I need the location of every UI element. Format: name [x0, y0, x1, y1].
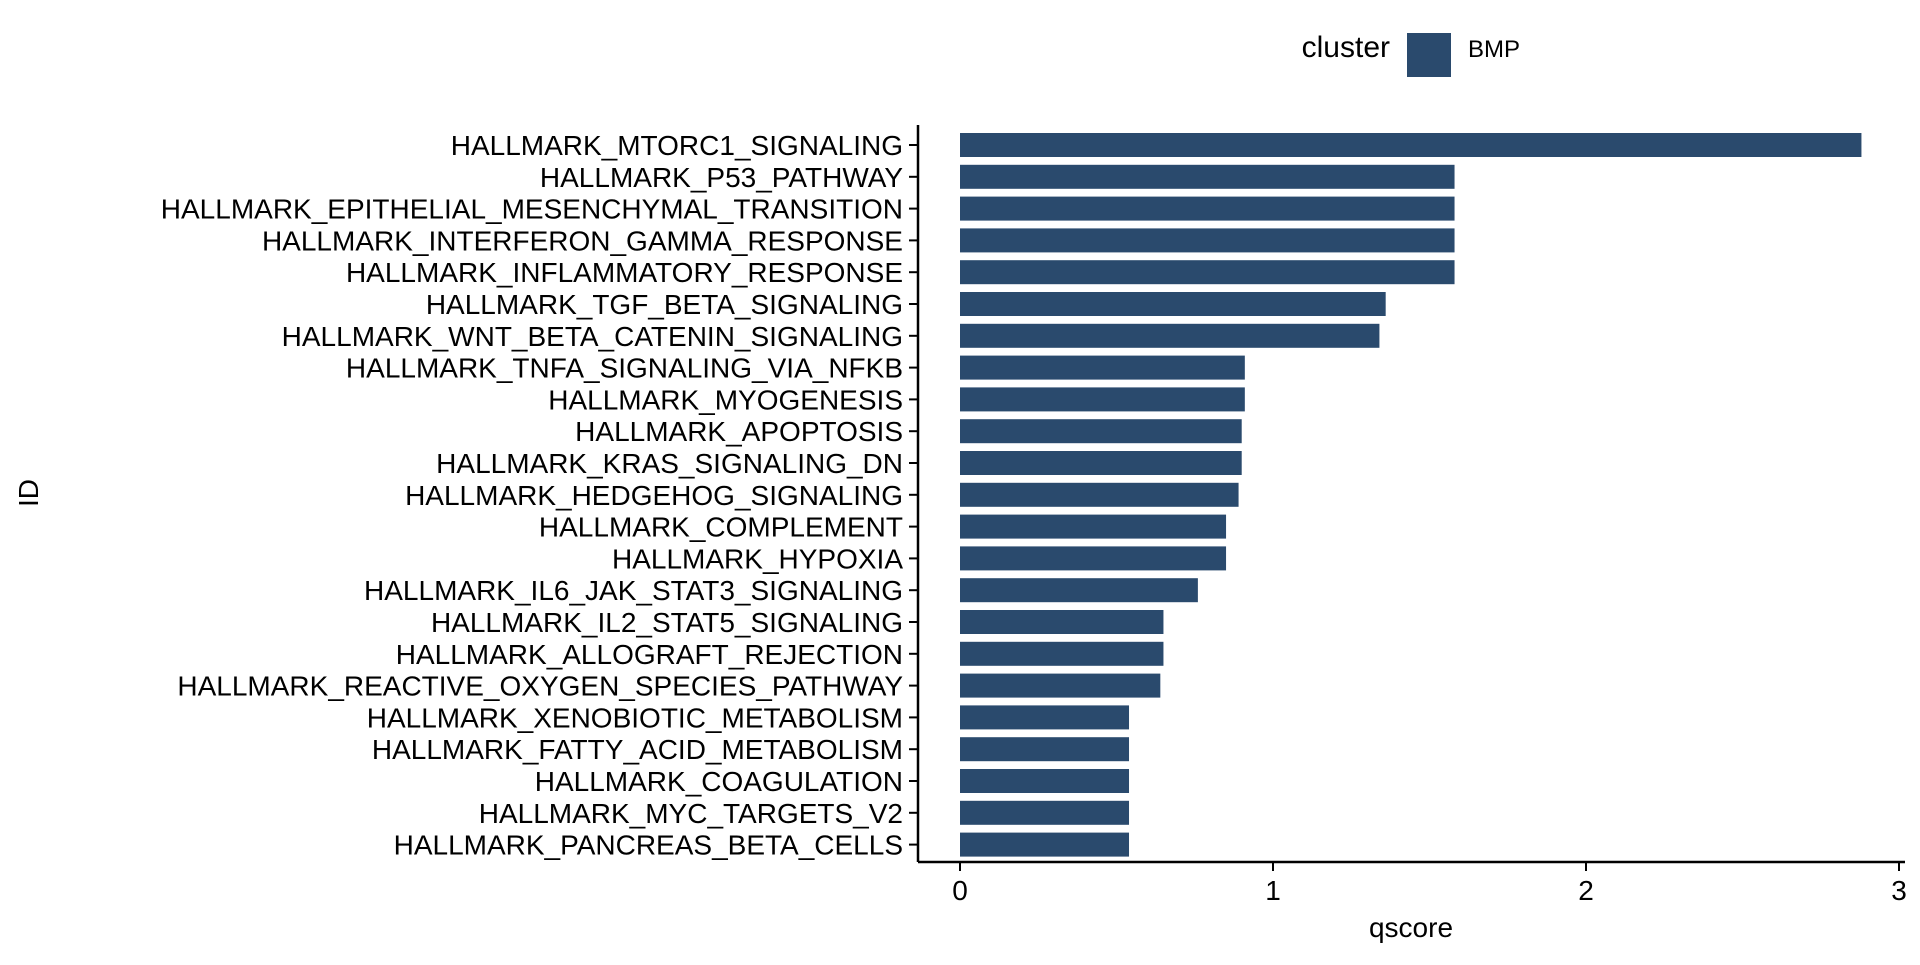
- bar-hallmark-p53-pathway: [960, 164, 1455, 189]
- y-axis-tick-labels: HALLMARK_MTORC1_SIGNALINGHALLMARK_P53_PA…: [161, 130, 904, 861]
- y-tick-label: HALLMARK_HEDGEHOG_SIGNALING: [405, 480, 903, 511]
- legend-title: cluster: [1302, 31, 1390, 64]
- bar-hallmark-xenobiotic-metabolism: [960, 705, 1130, 730]
- y-tick-label: HALLMARK_FATTY_ACID_METABOLISM: [372, 734, 903, 765]
- bar-hallmark-reactive-oxygen-species-pathway: [960, 673, 1161, 698]
- y-tick-label: HALLMARK_REACTIVE_OXYGEN_SPECIES_PATHWAY: [177, 671, 903, 702]
- y-tick-label: HALLMARK_APOPTOSIS: [575, 416, 903, 447]
- legend-swatch-bmp: [1407, 33, 1451, 77]
- y-tick-label: HALLMARK_INFLAMMATORY_RESPONSE: [346, 257, 903, 288]
- bar-hallmark-mtorc1-signaling: [960, 133, 1862, 157]
- bar-hallmark-pancreas-beta-cells: [960, 832, 1130, 857]
- bar-hallmark-il2-stat5-signaling: [960, 610, 1164, 634]
- y-tick-label: HALLMARK_TGF_BETA_SIGNALING: [426, 289, 903, 320]
- bar-hallmark-hedgehog-signaling: [960, 482, 1239, 507]
- bar-hallmark-kras-signaling-dn: [960, 451, 1242, 475]
- x-axis-ticks: 0 1 2 3: [952, 862, 1907, 906]
- bar-hallmark-epithelial-mesenchymal-transition: [960, 196, 1455, 221]
- y-tick-label: HALLMARK_PANCREAS_BETA_CELLS: [394, 830, 903, 861]
- bar-hallmark-il6-jak-stat3-signaling: [960, 578, 1198, 603]
- y-tick-label: HALLMARK_ALLOGRAFT_REJECTION: [396, 639, 903, 670]
- bars-group: [960, 133, 1862, 857]
- bar-hallmark-myogenesis: [960, 387, 1245, 412]
- x-tick-label: 2: [1578, 875, 1594, 906]
- bar-hallmark-apoptosis: [960, 419, 1242, 444]
- bar-hallmark-tgf-beta-signaling: [960, 292, 1386, 316]
- y-tick-label: HALLMARK_IL6_JAK_STAT3_SIGNALING: [364, 575, 903, 606]
- y-tick-label: HALLMARK_TNFA_SIGNALING_VIA_NFKB: [346, 353, 903, 384]
- bar-hallmark-wnt-beta-catenin-signaling: [960, 323, 1380, 348]
- bar-hallmark-myc-targets-v2: [960, 800, 1130, 825]
- y-tick-label: HALLMARK_WNT_BETA_CATENIN_SIGNALING: [282, 321, 903, 352]
- y-tick-label: HALLMARK_COAGULATION: [535, 766, 903, 797]
- bar-hallmark-interferon-gamma-response: [960, 228, 1455, 253]
- bar-hallmark-fatty-acid-metabolism: [960, 737, 1130, 762]
- y-tick-label: HALLMARK_XENOBIOTIC_METABOLISM: [367, 702, 903, 733]
- y-tick-label: HALLMARK_INTERFERON_GAMMA_RESPONSE: [262, 225, 903, 256]
- bar-hallmark-complement: [960, 514, 1227, 539]
- bar-hallmark-allograft-rejection: [960, 641, 1164, 666]
- y-tick-label: HALLMARK_COMPLEMENT: [539, 512, 903, 543]
- x-tick-label: 1: [1265, 875, 1281, 906]
- y-tick-label: HALLMARK_IL2_STAT5_SIGNALING: [431, 607, 903, 638]
- y-axis-title: ID: [13, 479, 44, 507]
- bar-hallmark-tnfa-signaling-via-nfkb: [960, 355, 1245, 380]
- y-tick-label: HALLMARK_HYPOXIA: [612, 543, 903, 574]
- y-tick-label: HALLMARK_MYC_TARGETS_V2: [479, 798, 903, 829]
- x-tick-label: 3: [1891, 875, 1907, 906]
- legend-label-bmp: BMP: [1468, 36, 1520, 63]
- y-tick-label: HALLMARK_EPITHELIAL_MESENCHYMAL_TRANSITI…: [161, 194, 903, 225]
- y-tick-label: HALLMARK_KRAS_SIGNALING_DN: [436, 448, 903, 479]
- legend: cluster BMP: [1302, 31, 1520, 77]
- bar-hallmark-inflammatory-response: [960, 260, 1455, 285]
- y-tick-label: HALLMARK_MYOGENESIS: [548, 384, 903, 415]
- axes: [909, 125, 1905, 864]
- bar-hallmark-hypoxia: [960, 546, 1227, 571]
- y-tick-label: HALLMARK_P53_PATHWAY: [540, 162, 903, 193]
- x-tick-label: 0: [952, 875, 968, 906]
- y-tick-label: HALLMARK_MTORC1_SIGNALING: [451, 130, 903, 161]
- x-axis-title: qscore: [1369, 912, 1453, 943]
- bar-hallmark-coagulation: [960, 769, 1130, 793]
